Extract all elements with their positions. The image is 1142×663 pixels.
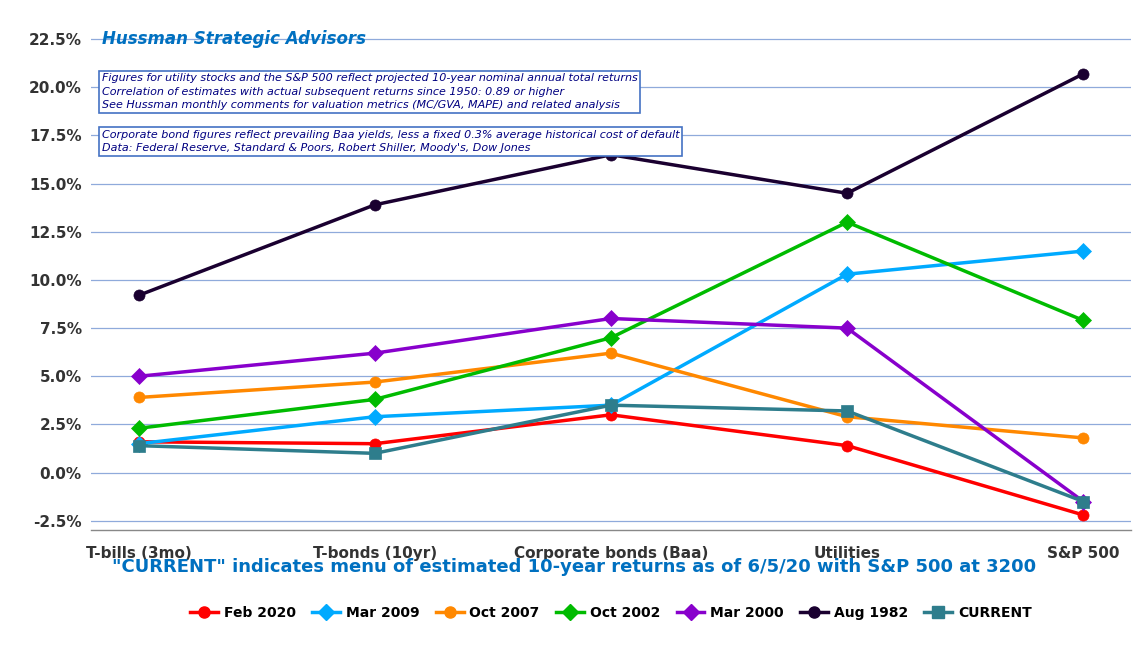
Text: Hussman Strategic Advisors: Hussman Strategic Advisors bbox=[102, 30, 365, 48]
Feb 2020 bbox=[841, 442, 854, 450]
Mar 2000 bbox=[368, 349, 381, 357]
Oct 2002 bbox=[131, 424, 145, 432]
Mar 2000 bbox=[604, 314, 618, 322]
Mar 2000 bbox=[131, 373, 145, 381]
Oct 2007 bbox=[841, 413, 854, 421]
Line: Mar 2009: Mar 2009 bbox=[132, 245, 1089, 450]
Mar 2009 bbox=[131, 440, 145, 448]
Line: Feb 2020: Feb 2020 bbox=[132, 409, 1089, 520]
CURRENT bbox=[131, 442, 145, 450]
Text: Corporate bond figures reflect prevailing Baa yields, less a fixed 0.3% average : Corporate bond figures reflect prevailin… bbox=[102, 130, 679, 153]
Oct 2002 bbox=[1077, 316, 1091, 324]
Mar 2009 bbox=[604, 401, 618, 409]
CURRENT bbox=[368, 450, 381, 457]
Oct 2002 bbox=[604, 333, 618, 341]
Feb 2020 bbox=[368, 440, 381, 448]
Aug 1982 bbox=[1077, 70, 1091, 78]
Text: "CURRENT" indicates menu of estimated 10-year returns as of 6/5/20 with S&P 500 : "CURRENT" indicates menu of estimated 10… bbox=[112, 558, 1036, 576]
Text: Figures for utility stocks and the S&P 500 reflect projected 10-year nominal ann: Figures for utility stocks and the S&P 5… bbox=[102, 74, 637, 110]
Oct 2007 bbox=[368, 378, 381, 386]
Feb 2020 bbox=[604, 411, 618, 419]
Oct 2002 bbox=[368, 395, 381, 403]
Feb 2020 bbox=[131, 438, 145, 446]
Oct 2007 bbox=[131, 394, 145, 402]
Aug 1982 bbox=[841, 190, 854, 198]
Aug 1982 bbox=[368, 201, 381, 209]
Line: Oct 2007: Oct 2007 bbox=[132, 347, 1089, 444]
Mar 2009 bbox=[368, 413, 381, 421]
Oct 2007 bbox=[604, 349, 618, 357]
Mar 2009 bbox=[841, 271, 854, 278]
CURRENT bbox=[1077, 497, 1091, 505]
CURRENT bbox=[604, 401, 618, 409]
Mar 2000 bbox=[1077, 497, 1091, 505]
Mar 2009 bbox=[1077, 247, 1091, 255]
Oct 2002 bbox=[841, 218, 854, 226]
Line: Mar 2000: Mar 2000 bbox=[132, 313, 1089, 507]
Mar 2000 bbox=[841, 324, 854, 332]
Aug 1982 bbox=[131, 292, 145, 300]
Aug 1982 bbox=[604, 151, 618, 158]
CURRENT bbox=[841, 407, 854, 415]
Line: Oct 2002: Oct 2002 bbox=[132, 217, 1089, 434]
Feb 2020 bbox=[1077, 511, 1091, 519]
Legend: Feb 2020, Mar 2009, Oct 2007, Oct 2002, Mar 2000, Aug 1982, CURRENT: Feb 2020, Mar 2009, Oct 2007, Oct 2002, … bbox=[185, 601, 1037, 626]
Line: CURRENT: CURRENT bbox=[132, 400, 1089, 507]
Oct 2007 bbox=[1077, 434, 1091, 442]
Line: Aug 1982: Aug 1982 bbox=[132, 68, 1089, 301]
